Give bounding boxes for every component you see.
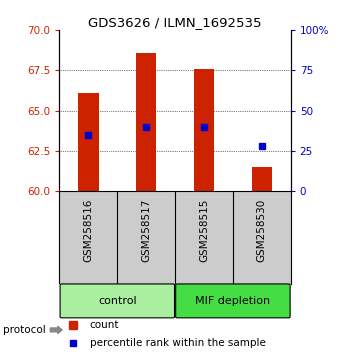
Text: control: control xyxy=(98,296,137,306)
Bar xyxy=(78,93,99,192)
Text: GSM258530: GSM258530 xyxy=(257,199,267,262)
Text: protocol: protocol xyxy=(3,325,46,335)
FancyBboxPatch shape xyxy=(60,284,174,318)
Title: GDS3626 / ILMN_1692535: GDS3626 / ILMN_1692535 xyxy=(88,16,262,29)
Text: MIF depletion: MIF depletion xyxy=(195,296,270,306)
Bar xyxy=(194,69,214,192)
Text: GSM258515: GSM258515 xyxy=(199,199,209,262)
FancyBboxPatch shape xyxy=(176,284,290,318)
Text: count: count xyxy=(89,320,119,330)
Bar xyxy=(136,53,156,192)
Text: GSM258516: GSM258516 xyxy=(83,199,94,262)
Text: percentile rank within the sample: percentile rank within the sample xyxy=(89,338,266,348)
Text: GSM258517: GSM258517 xyxy=(141,199,151,262)
Bar xyxy=(252,167,272,192)
